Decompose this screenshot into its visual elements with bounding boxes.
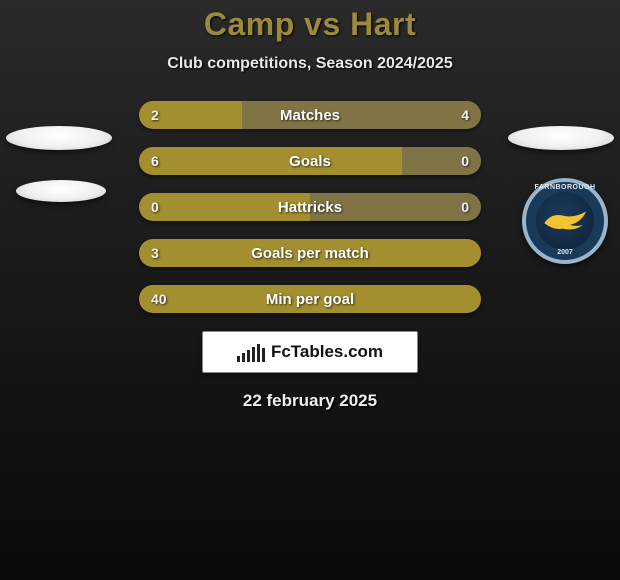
left-player-avatar-1 [6, 126, 112, 150]
bar-right-fill [402, 147, 481, 175]
left-player-avatar-2 [16, 180, 106, 202]
bar-left-fill [139, 101, 242, 129]
subtitle: Club competitions, Season 2024/2025 [0, 55, 620, 73]
club-badge: FARNBOROUGH 2007 [522, 178, 608, 264]
brand-box: FcTables.com [202, 331, 418, 373]
brand-text: FcTables.com [271, 342, 383, 362]
club-badge-founded: 2007 [522, 249, 608, 256]
bar-row: Goals per match3 [139, 239, 481, 267]
bar-row: Matches24 [139, 101, 481, 129]
bar-row: Min per goal40 [139, 285, 481, 313]
bar-row: Hattricks00 [139, 193, 481, 221]
bar-right-fill [242, 101, 481, 129]
bar-row: Goals60 [139, 147, 481, 175]
bird-icon [542, 208, 588, 234]
bar-right-fill [310, 193, 481, 221]
date-label: 22 february 2025 [0, 391, 620, 411]
brand-bars-icon [237, 342, 265, 362]
right-player-avatar [508, 126, 614, 150]
bar-left-fill [139, 147, 402, 175]
club-badge-name: FARNBOROUGH [522, 184, 608, 191]
bar-left-fill [139, 239, 481, 267]
page-title: Camp vs Hart [0, 6, 620, 43]
bar-left-fill [139, 285, 481, 313]
bar-left-fill [139, 193, 310, 221]
